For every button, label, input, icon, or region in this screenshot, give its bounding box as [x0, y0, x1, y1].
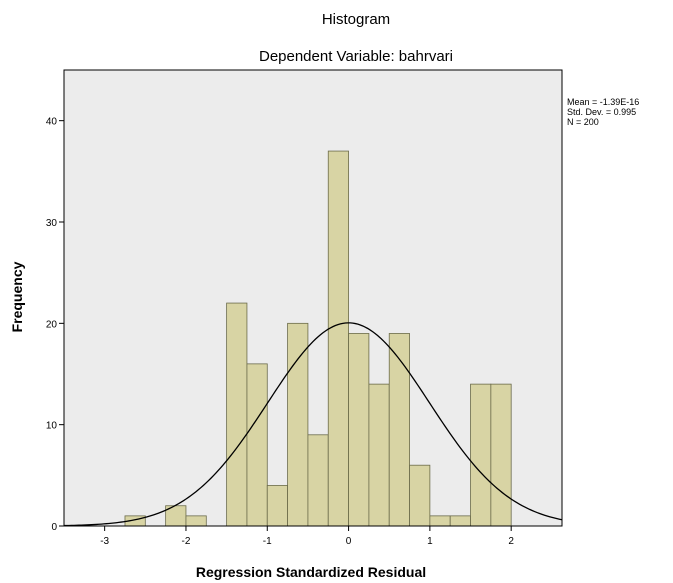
histogram-bar-15 [470, 383, 492, 527]
histogram-bar-4 [246, 363, 268, 527]
x-tick-label-4: 1 [427, 536, 433, 547]
plot-frame [63, 69, 563, 527]
histogram-bar-10 [368, 383, 390, 527]
histogram-bar-7 [307, 434, 329, 527]
histogram-bar-12 [409, 464, 431, 527]
histogram-bar-14 [449, 515, 471, 527]
y-tick-label-0: 0 [51, 522, 57, 533]
histogram-bar-16 [490, 383, 512, 527]
bars-group [124, 150, 512, 527]
x-axis-title: Regression Standardized Residual [196, 564, 426, 580]
x-tick-label-2: -1 [263, 536, 272, 547]
stats-n: N = 200 [567, 117, 599, 127]
y-tick-label-2: 20 [46, 319, 58, 330]
x-tick-label-1: -2 [182, 536, 191, 547]
x-axis: -3 -2 -1 0 1 2 [100, 526, 514, 547]
chart-subtitle: Dependent Variable: bahrvari [259, 48, 453, 65]
y-tick-label-1: 10 [46, 421, 58, 432]
stats-mean: Mean = -1.39E-16 [567, 97, 639, 107]
chart-title: Histogram [322, 11, 390, 28]
stats-box: Mean = -1.39E-16 Std. Dev. = 0.995 N = 2… [567, 97, 639, 127]
stats-std-dev: Std. Dev. = 0.995 [567, 107, 636, 117]
histogram-bar-9 [348, 333, 370, 527]
y-tick-label-4: 40 [46, 117, 58, 128]
histogram-bar-5 [266, 485, 288, 527]
x-tick-label-5: 2 [508, 536, 514, 547]
y-tick-label-3: 30 [46, 218, 58, 229]
histogram-bar-3 [226, 302, 248, 527]
y-axis-title: Frequency [9, 261, 25, 332]
histogram-bar-8 [327, 150, 349, 527]
x-tick-label-3: 0 [346, 536, 352, 547]
histogram-bar-2 [185, 515, 207, 527]
histogram-bar-11 [388, 333, 410, 527]
histogram-bar-6 [287, 322, 309, 527]
y-axis: 0 10 20 30 40 [46, 117, 64, 533]
normal-curve [63, 322, 563, 527]
x-tick-label-0: -3 [100, 536, 109, 547]
histogram-bar-13 [429, 515, 451, 527]
